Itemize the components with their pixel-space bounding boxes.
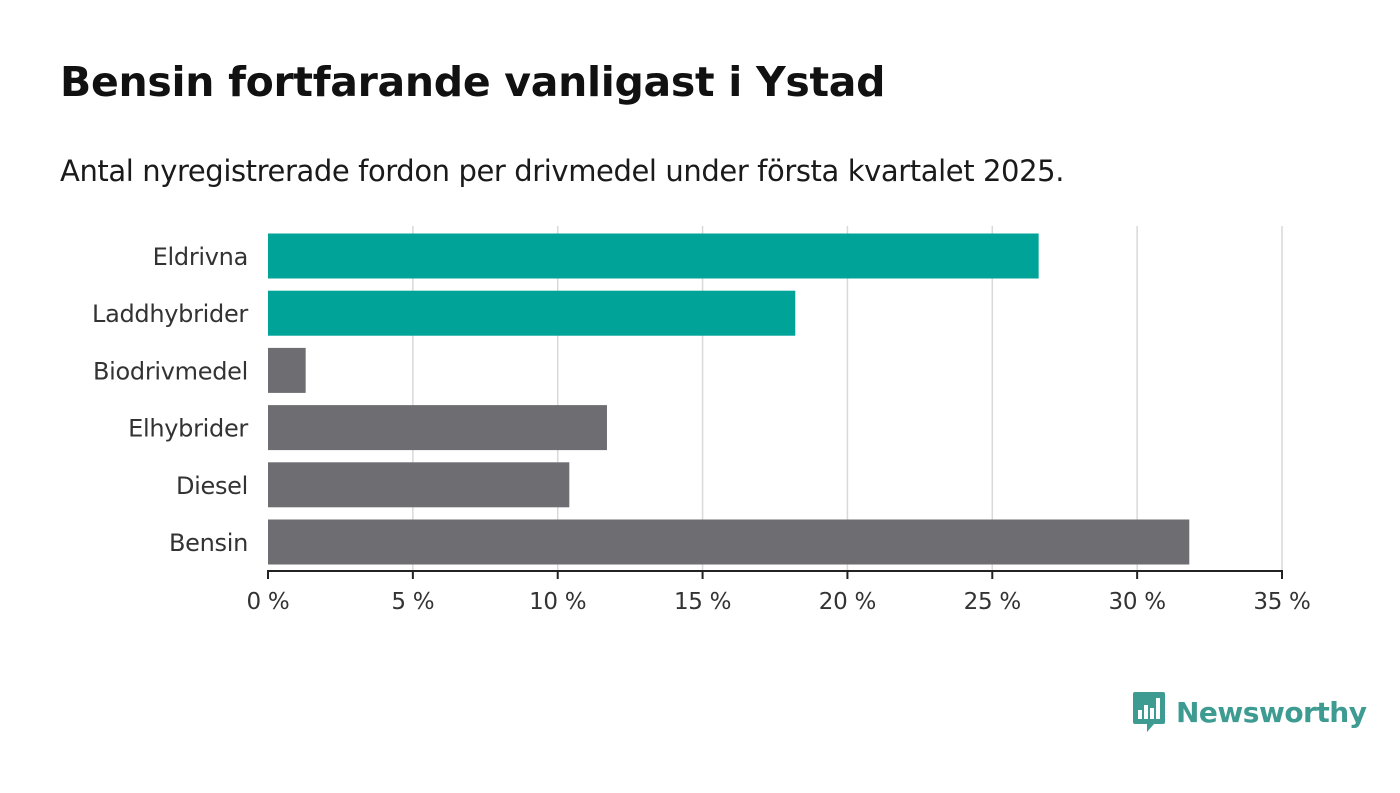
bar [268,290,796,336]
x-tick-label: 5 % [391,589,434,615]
bar [268,233,1039,279]
bar [268,347,306,393]
bar [268,519,1190,565]
grid-lines [412,226,1283,570]
category-label: Elhybrider [128,415,248,443]
chart-title: Bensin fortfarande vanligast i Ystad [60,58,886,106]
bar [268,405,607,451]
bar [268,462,570,508]
x-tick-label: 35 % [1253,589,1310,615]
x-tick-label: 30 % [1109,589,1166,615]
x-tick-label: 25 % [964,589,1021,615]
bars [268,233,1190,565]
x-tick-label: 20 % [819,589,876,615]
category-labels: Eldrivna Laddhybrider Biodrivmedel Elhybrid… [92,243,249,557]
category-label: Bensin [169,529,248,557]
x-tick-label: 10 % [529,589,586,615]
newsworthy-logo: Newsworthy [1132,690,1367,734]
brand-name: Newsworthy [1176,695,1367,729]
x-axis: 0 % 5 % 10 % 15 % 20 % 25 % 30 % 35 % [247,570,1311,615]
category-label: Laddhybrider [92,300,248,328]
newsworthy-logo-icon [1133,692,1165,732]
category-label: Biodrivmedel [93,357,248,385]
category-label: Diesel [176,472,248,500]
x-tick-label: 0 % [247,589,290,615]
x-tick-label: 15 % [674,589,731,615]
category-label: Eldrivna [153,243,248,271]
chart-subtitle: Antal nyregistrerade fordon per drivmede… [60,154,1065,188]
